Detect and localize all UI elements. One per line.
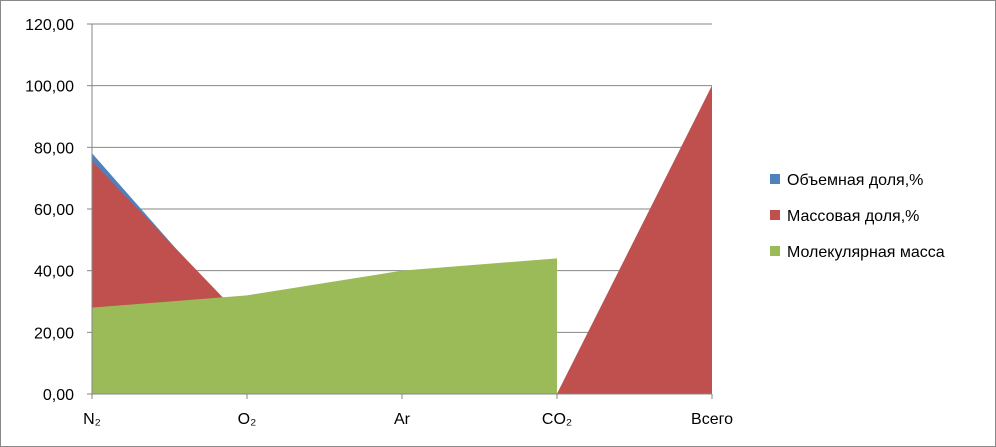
axes <box>87 23 713 399</box>
series-area-3 <box>92 258 557 394</box>
x-tick-label: O₂ <box>238 411 257 428</box>
legend-swatch-3 <box>770 246 780 256</box>
legend-label-3: Молекулярная масса <box>787 244 945 261</box>
legend-label-2: Массовая доля,% <box>787 208 919 225</box>
y-tick-label: 20,00 <box>34 325 74 342</box>
x-tick-label: N₂ <box>83 411 101 428</box>
legend: Объемная доля,% Массовая доля,% Молекулярн… <box>770 172 945 261</box>
y-tick-label: 40,00 <box>34 264 74 281</box>
x-tick-label: Всего <box>691 411 733 428</box>
y-tick-label: 120,00 <box>25 17 74 34</box>
y-tick-label: 60,00 <box>34 202 74 219</box>
series-areas <box>92 85 712 395</box>
legend-swatch-1 <box>770 174 780 184</box>
y-tick-label: 80,00 <box>34 140 74 157</box>
x-tick-label: CO₂ <box>542 411 572 428</box>
legend-label-1: Объемная доля,% <box>787 172 923 189</box>
y-tick-label: 0,00 <box>43 387 74 404</box>
x-tick-labels: N₂ O₂ Ar CO₂ Всего <box>83 411 733 428</box>
y-tick-labels: 0,00 20,00 40,00 60,00 80,00 100,00 120,00 <box>25 17 74 404</box>
y-tick-label: 100,00 <box>25 79 74 96</box>
x-tick-label: Ar <box>394 411 411 428</box>
legend-swatch-2 <box>770 210 780 220</box>
